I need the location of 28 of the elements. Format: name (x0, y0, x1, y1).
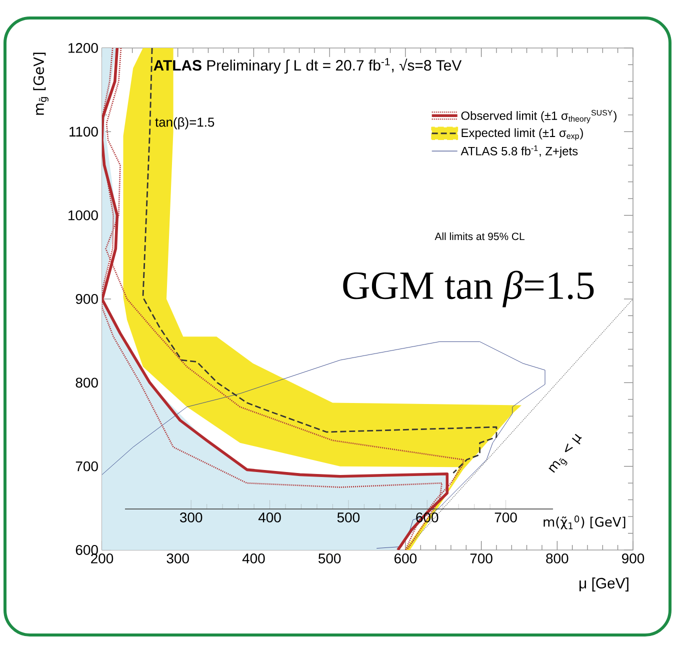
x-tick-label: 500 (318, 554, 341, 564)
y-tick-label: 700 (76, 461, 98, 472)
x2-tick-label: 500 (337, 512, 360, 522)
y-tick-label: 1200 (68, 43, 98, 53)
y-tick-label: 1100 (70, 126, 98, 137)
x-tick-label: 700 (470, 554, 492, 564)
annotation: All limits at 95% CL (434, 232, 524, 240)
x-tick-label: 800 (546, 554, 568, 564)
x-tick-label: 900 (622, 554, 644, 564)
x-axis-title: μ [GeV] (580, 578, 628, 592)
legend-label: Observed limit (±1 σ$_{theory}$$^{SUSY}$) (461, 110, 616, 124)
legend-label: Expected limit (±1 σ$_{exp}$) (462, 128, 583, 140)
annotation: GGM tan β=1.5 (343, 270, 594, 308)
x2-axis-title: m(χ̃$_{1}$$^{0}$) [GeV] (544, 516, 626, 530)
y-tick-label: 900 (76, 294, 98, 304)
y-tick-label: 800 (76, 378, 98, 388)
y-tick-label: 600 (76, 545, 98, 555)
annotation: m$_{g̃}$ < μ (548, 434, 582, 473)
y-axis-title: m$_{g̃}$ [GeV] (33, 52, 48, 115)
x-tick-label: 400 (242, 554, 265, 564)
x-tick-label: 200 (91, 554, 114, 564)
legend-label: ATLAS 5.8 fb$^{-1}$, Z+jets (460, 145, 578, 158)
x-tick-label: 600 (394, 554, 417, 564)
x2-tick-label: 700 (494, 512, 517, 522)
x2-tick-label: 300 (180, 512, 202, 522)
x2-tick-label: 400 (258, 512, 281, 522)
y-tick-label: 1000 (68, 210, 98, 220)
x-tick-label: 300 (166, 554, 189, 564)
